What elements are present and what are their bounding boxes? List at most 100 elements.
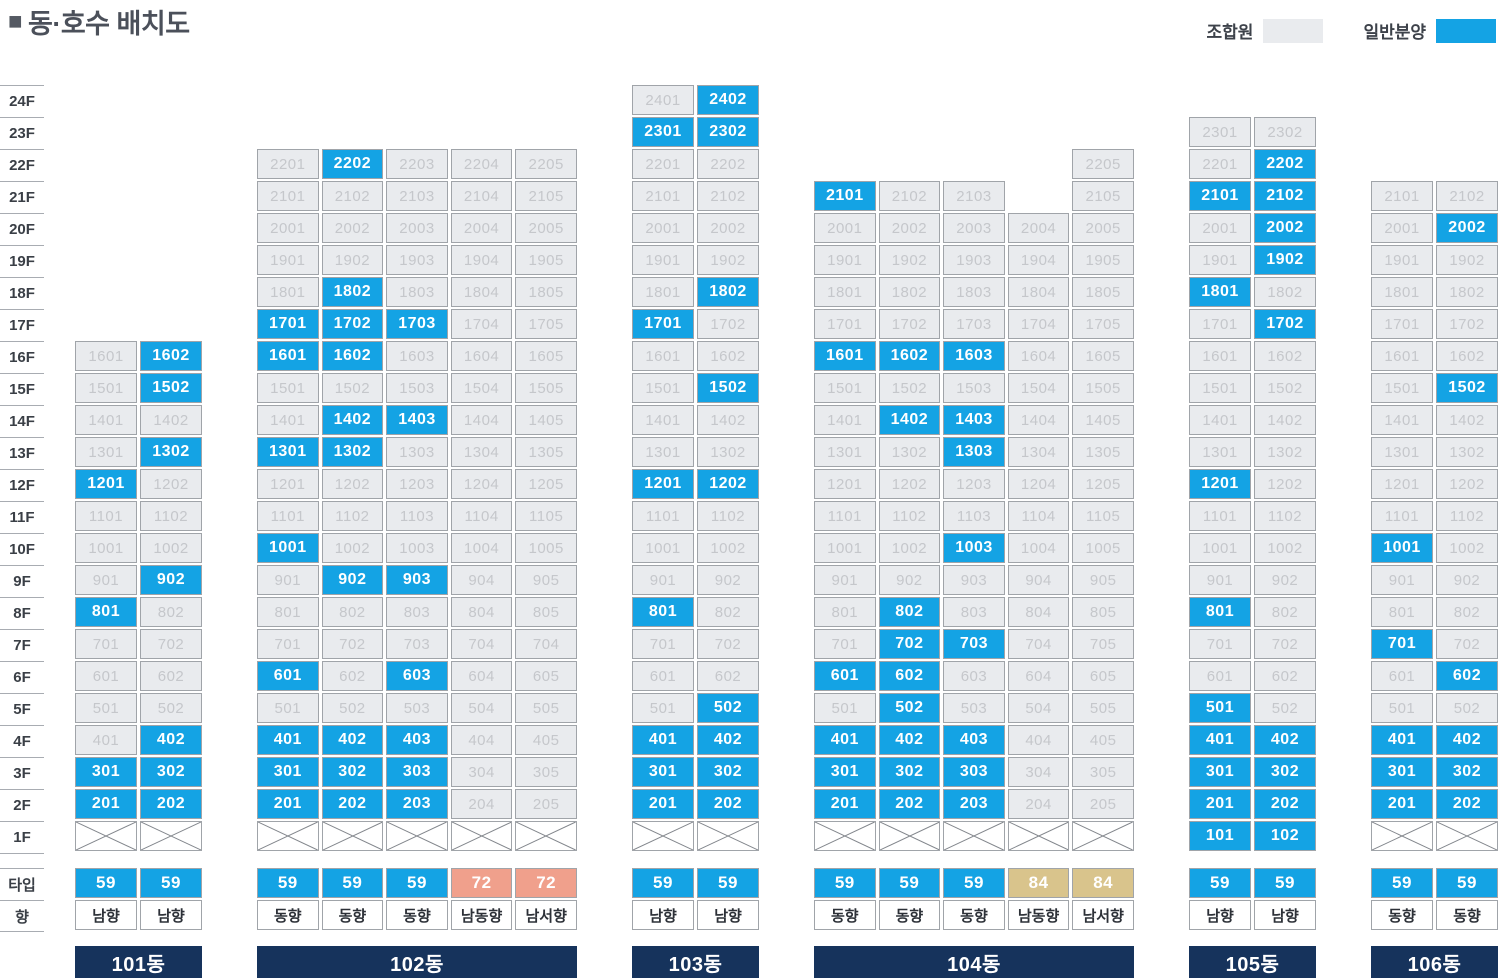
unit-cell: 205 <box>515 789 577 819</box>
unit-cell: 802 <box>1436 597 1498 627</box>
unit-number: 1105 <box>529 507 564 525</box>
unit-number: 202 <box>156 795 186 812</box>
unit-cell: 2301 <box>1189 117 1251 147</box>
unit-number: 502 <box>895 699 924 716</box>
unit-number: 1204 <box>1020 475 1057 493</box>
type-cell: 59 <box>697 868 759 898</box>
unit-cell: 1801 <box>1189 277 1251 307</box>
unit-number: 1002 <box>1267 539 1303 557</box>
floor-row: 1601 1602 <box>1371 341 1498 371</box>
unit-cell: 405 <box>515 725 577 755</box>
floor-label: 22F <box>0 149 44 181</box>
unit-number: 2201 <box>1202 155 1238 173</box>
unit-number: 502 <box>339 699 366 717</box>
building-102: 2201 2202 2203 2204 2205 2101 2102 2103 2104 2105… <box>257 85 577 979</box>
unit-cell: 1801 <box>632 277 694 307</box>
unit-number: 401 <box>648 731 678 748</box>
floor-row: 301 302 <box>1189 757 1316 787</box>
floor-row: 1101 1102 1103 1104 1105 <box>814 501 1134 531</box>
floor-row: 1901 1902 1903 1904 1905 <box>814 245 1134 275</box>
direction-cell: 남서향 <box>1072 900 1134 930</box>
unit-cell: 901 <box>1189 565 1251 595</box>
unit-number: 1902 <box>334 251 371 269</box>
unit-number: 302 <box>1270 763 1300 780</box>
unit-cell: 1001 <box>75 533 137 563</box>
unit-number: 2001 <box>1202 219 1238 237</box>
unit-cell: 201 <box>75 789 137 819</box>
unit-number: 1102 <box>1267 507 1303 525</box>
unit-cell: 302 <box>1254 757 1316 787</box>
unit-cell: 402 <box>1436 725 1498 755</box>
type-cell: 59 <box>1371 868 1433 898</box>
unit-cell: 405 <box>1072 725 1134 755</box>
floor-row: 1001 1002 1003 1004 1005 <box>814 533 1134 563</box>
direction-row: 동향 동향 동향 남동향 남서향 <box>814 900 1134 930</box>
unit-cell: 1103 <box>386 501 448 531</box>
unit-number: 1202 <box>891 475 928 493</box>
page-title: ■ 동·호수 배치도 <box>8 2 190 41</box>
unit-cell: 902 <box>321 565 384 595</box>
unit-number: 201 <box>1387 795 1417 812</box>
unit-number: 404 <box>468 731 495 749</box>
floor-row: 401 402 <box>1371 725 1498 755</box>
unit-cell: 404 <box>450 725 513 755</box>
unit-cell: 1102 <box>697 501 759 531</box>
unit-cell: 1102 <box>140 501 202 531</box>
unit-cell: 1302 <box>1436 437 1498 467</box>
floor-row: 301 302 <box>632 757 759 787</box>
unit-number: 901 <box>1206 571 1234 589</box>
unit-number: 605 <box>1089 667 1117 685</box>
unit-number: 205 <box>532 795 560 813</box>
floor-row: 701 702 <box>632 629 759 659</box>
unit-cell: 1801 <box>1371 277 1433 307</box>
direction-value: 동향 <box>273 907 302 925</box>
no-unit-cell <box>1371 821 1433 851</box>
building-name-bar: 105동 <box>1189 946 1316 978</box>
floor-row: 901 902 903 904 905 <box>814 565 1134 595</box>
unit-cell: 702 <box>878 629 941 659</box>
unit-number: 801 <box>831 603 859 621</box>
unit-cell: 502 <box>1436 693 1498 723</box>
unit-cell: 801 <box>1189 597 1251 627</box>
unit-cell: 802 <box>878 597 941 627</box>
unit-number: 402 <box>895 731 924 748</box>
unit-number: 1802 <box>333 283 372 300</box>
unit-number: 1605 <box>528 347 564 365</box>
unit-cell: 402 <box>1254 725 1316 755</box>
unit-cell: 905 <box>515 565 577 595</box>
unit-cell: 403 <box>943 725 1005 755</box>
unit-cell: 501 <box>814 693 876 723</box>
unit-cell: 1001 <box>1189 533 1251 563</box>
floor-row: 301 302 303 304 305 <box>257 757 577 787</box>
unit-cell: 1402 <box>878 405 941 435</box>
unit-cell: 1901 <box>257 245 319 275</box>
floor-row: 501 502 <box>1371 693 1498 723</box>
unit-number: 1001 <box>269 539 307 556</box>
unit-number: 2301 <box>644 123 682 140</box>
unit-number: 302 <box>156 763 186 780</box>
unit-cell: 1802 <box>1436 277 1498 307</box>
unit-number: 302 <box>713 763 743 780</box>
unit-cell: 1402 <box>140 405 202 435</box>
unit-number: 1304 <box>463 443 500 461</box>
floor-row: 201 202 <box>75 789 202 819</box>
unit-cell: 604 <box>1007 661 1070 691</box>
unit-cell: 1201 <box>1189 469 1251 499</box>
floor-row: 901 902 <box>632 565 759 595</box>
floor-axis: 24F 23F 22F 21F 20F 19F 18F 17F 16F 15F 14F 13F 12F 1… <box>0 85 44 854</box>
floor-row: 1101 1102 <box>1189 501 1316 531</box>
unit-cell: 2001 <box>257 213 319 243</box>
unit-number: 2002 <box>1448 219 1486 236</box>
unit-number: 1604 <box>463 347 500 365</box>
floor-row: 1501 1502 <box>75 373 202 403</box>
type-cell: 59 <box>1189 868 1251 898</box>
direction-cell: 동향 <box>943 900 1005 930</box>
unit-cell: 903 <box>386 565 448 595</box>
unit-number: 401 <box>273 731 302 748</box>
unit-number: 1601 <box>1384 347 1420 365</box>
unit-cell: 2302 <box>697 117 759 147</box>
floor-label: 21F <box>0 181 44 213</box>
unit-number: 605 <box>532 667 560 685</box>
unit-cell: 1802 <box>1254 277 1316 307</box>
unit-cell: 1202 <box>878 469 941 499</box>
